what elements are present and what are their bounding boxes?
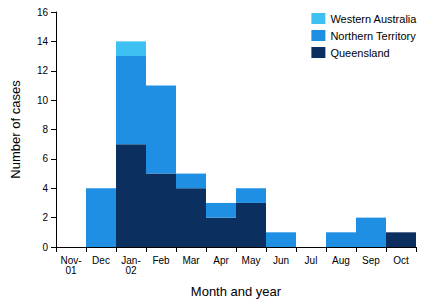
svg-text:Oct: Oct — [393, 255, 409, 266]
svg-text:May: May — [242, 255, 261, 266]
svg-text:14: 14 — [37, 36, 49, 47]
svg-text:Aug: Aug — [332, 255, 350, 266]
svg-text:Jul: Jul — [305, 255, 318, 266]
svg-text:Number of cases: Number of cases — [8, 80, 23, 179]
svg-text:Nov-: Nov- — [60, 254, 82, 266]
svg-text:2: 2 — [42, 212, 48, 223]
svg-text:10: 10 — [37, 95, 49, 106]
svg-text:Sep: Sep — [362, 255, 380, 266]
svg-text:Apr: Apr — [213, 255, 229, 266]
svg-text:6: 6 — [42, 153, 48, 164]
svg-text:Feb: Feb — [152, 255, 170, 266]
svg-text:16: 16 — [37, 7, 49, 18]
svg-text:Western Australia: Western Australia — [330, 13, 417, 25]
svg-text:Northern Territory: Northern Territory — [330, 30, 416, 42]
svg-text:01: 01 — [65, 265, 77, 276]
svg-text:Mar: Mar — [182, 255, 200, 266]
svg-text:Dec: Dec — [92, 255, 110, 266]
svg-text:Jan-: Jan- — [121, 254, 141, 266]
svg-text:02: 02 — [125, 265, 137, 276]
svg-text:12: 12 — [37, 65, 49, 76]
svg-text:0: 0 — [42, 242, 48, 253]
svg-text:Queensland: Queensland — [330, 47, 389, 59]
svg-text:8: 8 — [42, 124, 48, 135]
svg-text:4: 4 — [42, 183, 48, 194]
svg-text:Month and year: Month and year — [191, 284, 282, 299]
svg-text:Jun: Jun — [273, 255, 289, 266]
